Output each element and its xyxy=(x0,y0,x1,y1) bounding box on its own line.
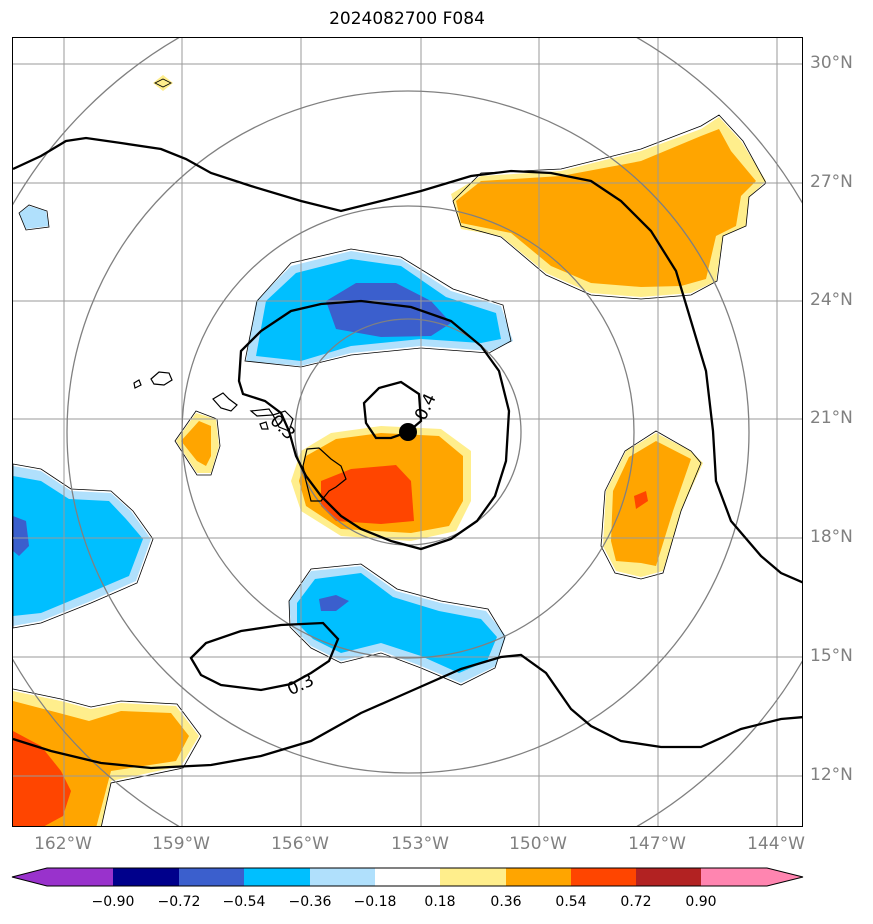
range-rings xyxy=(13,38,802,826)
anomaly-west-core xyxy=(13,476,143,616)
positive-anomaly-fill xyxy=(13,75,766,826)
colorbar-tick-7: 0.36 xyxy=(490,894,522,910)
lat-label-18n: 18°N xyxy=(810,527,853,547)
lon-label-144w: 144°W xyxy=(747,834,805,854)
colorbar-tick-8: 0.54 xyxy=(555,894,587,910)
island-molokai xyxy=(249,408,275,417)
outline-south xyxy=(288,563,506,686)
lon-label-147w: 147°W xyxy=(628,834,686,854)
outline-ne xyxy=(452,114,767,300)
lon-label-159w: 159°W xyxy=(152,834,210,854)
anomaly-west-small-core xyxy=(181,421,211,466)
outline-east xyxy=(600,430,702,580)
range-ring-2 xyxy=(181,205,635,659)
colorbar-segments xyxy=(12,868,803,886)
island-oahu xyxy=(212,392,238,412)
hawaiian-islands xyxy=(133,371,347,502)
colorbar-tick-5: −0.18 xyxy=(353,894,397,910)
colorbar-segment-2 xyxy=(179,868,244,886)
range-ring-3 xyxy=(66,90,750,774)
colorbar-segment-0 xyxy=(12,868,113,886)
lat-label-21n: 21°N xyxy=(810,408,853,428)
colorbar-segment-5 xyxy=(375,868,440,886)
colorbar-tick-2: −0.72 xyxy=(157,894,201,910)
contour-inner xyxy=(362,380,423,440)
contour-label-west: 0.3 xyxy=(266,411,299,444)
lat-label-12n: 12°N xyxy=(810,765,853,785)
lon-label-153w: 153°W xyxy=(391,834,449,854)
anomaly-north-peak xyxy=(326,283,451,337)
island-maui xyxy=(272,410,294,432)
colorbar-segment-8 xyxy=(571,868,636,886)
contour-north xyxy=(13,136,802,584)
outline-nw-speck xyxy=(18,204,50,231)
storm-center-marker xyxy=(399,423,417,441)
lon-label-162w: 162°W xyxy=(34,834,92,854)
colorbar-tick-4: −0.36 xyxy=(288,894,332,910)
outline-north xyxy=(244,248,512,368)
colorbar-outline xyxy=(11,867,804,887)
contour-label-south: 0.3 xyxy=(284,670,317,700)
island-niihau xyxy=(133,379,142,389)
map-panel: 0.3 0.4 0.3 xyxy=(12,37,803,827)
island-lanai xyxy=(259,421,269,430)
colorbar-segment-4 xyxy=(310,868,375,886)
colorbar-segment-7 xyxy=(506,868,571,886)
colorbar-tick-6: 0.18 xyxy=(424,894,456,910)
contour-south-long xyxy=(13,653,802,770)
lat-label-15n: 15°N xyxy=(810,646,853,666)
lon-label-150w: 150°W xyxy=(509,834,567,854)
colorbar-segment-6 xyxy=(440,868,506,886)
colorbar-segment-1 xyxy=(113,868,179,886)
colorbar-tick-10: 0.90 xyxy=(685,894,717,910)
anomaly-east-peak xyxy=(634,491,648,509)
anomaly-speck xyxy=(153,75,173,91)
shading-outlines xyxy=(13,78,767,826)
colorbar-segment-10 xyxy=(701,868,803,886)
colorbar-tick-9: 0.72 xyxy=(620,894,652,910)
main-contours xyxy=(13,136,802,770)
map-canvas: 0.3 0.4 0.3 xyxy=(13,38,802,826)
lat-label-30n: 30°N xyxy=(810,53,853,73)
colorbar-segment-3 xyxy=(244,868,310,886)
anomaly-south-core xyxy=(297,573,497,673)
colorbar-segment-9 xyxy=(636,868,701,886)
colorbar-tick-3: −0.54 xyxy=(222,894,266,910)
anomaly-south-peak xyxy=(319,595,349,611)
outline-west xyxy=(13,463,154,629)
outline-speck xyxy=(154,78,172,88)
anomaly-west-peak xyxy=(13,516,29,556)
island-kauai xyxy=(150,371,173,386)
map-title: 2024082700 F084 xyxy=(329,9,485,29)
colorbar xyxy=(11,867,804,887)
anomaly-southwest-peak xyxy=(13,731,71,826)
lon-label-156w: 156°W xyxy=(271,834,329,854)
contour-south-small xyxy=(189,621,340,692)
outline-west-small xyxy=(174,410,221,476)
contour-center-loop xyxy=(237,299,511,551)
anomaly-nw-speck xyxy=(19,206,49,229)
anomaly-ne-core xyxy=(456,129,756,287)
negative-anomaly-fill xyxy=(13,206,513,683)
lat-label-24n: 24°N xyxy=(810,290,853,310)
colorbar-tick-1: −0.90 xyxy=(91,894,135,910)
outline-southwest xyxy=(13,688,202,826)
lat-label-27n: 27°N xyxy=(810,172,853,192)
island-hawaii xyxy=(302,447,347,502)
